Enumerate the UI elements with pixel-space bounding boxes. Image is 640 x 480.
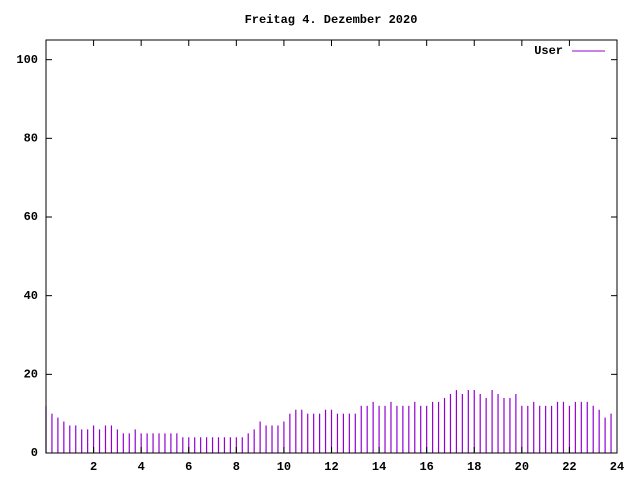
x-tick-label: 10 (277, 460, 291, 474)
y-tick-label: 60 (24, 210, 38, 224)
chart-title: Freitag 4. Dezember 2020 (245, 13, 418, 27)
x-tick-label: 18 (467, 460, 481, 474)
y-tick-label: 20 (24, 368, 38, 382)
x-tick-label: 16 (419, 460, 433, 474)
x-tick-label: 14 (372, 460, 386, 474)
y-tick-label: 40 (24, 289, 38, 303)
legend-label: User (534, 44, 563, 58)
y-tick-label: 0 (31, 446, 38, 460)
x-tick-label: 24 (610, 460, 624, 474)
x-tick-label: 4 (138, 460, 145, 474)
x-tick-label: 12 (324, 460, 338, 474)
plot-border (45, 39, 618, 454)
x-tick-label: 20 (515, 460, 529, 474)
y-tick-label: 80 (24, 132, 38, 146)
y-tick-label: 100 (16, 53, 38, 67)
x-tick-label: 2 (90, 460, 97, 474)
x-tick-label: 22 (562, 460, 576, 474)
x-tick-label: 8 (233, 460, 240, 474)
x-tick-label: 6 (185, 460, 192, 474)
